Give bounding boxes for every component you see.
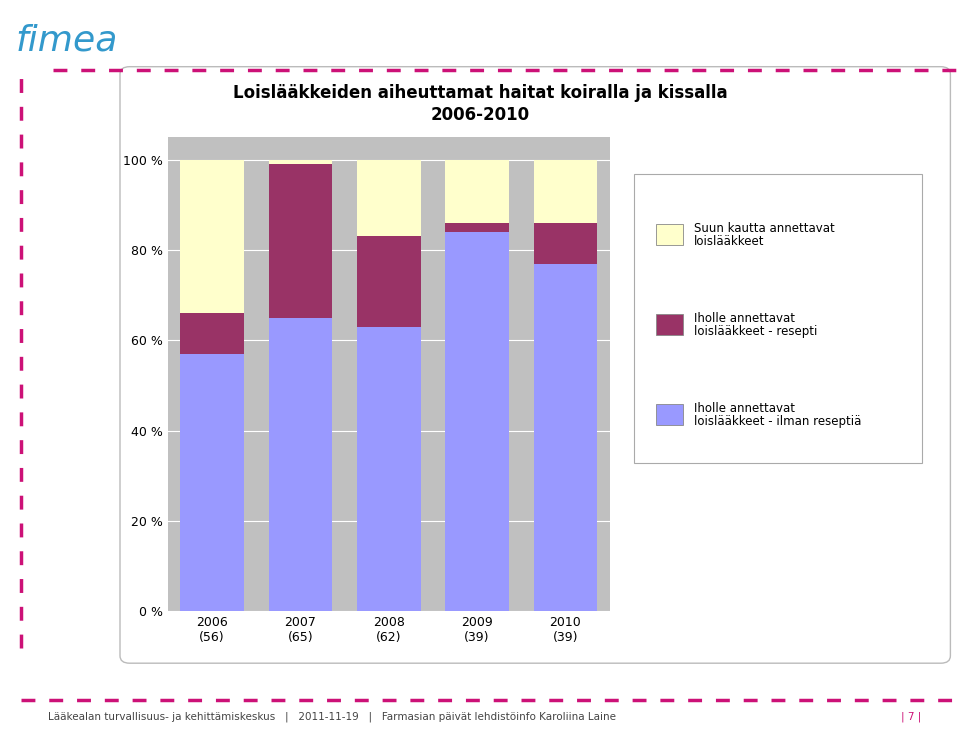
Text: | 7 |: | 7 | xyxy=(901,711,922,722)
Text: loislääkkeet - resepti: loislääkkeet - resepti xyxy=(694,325,818,338)
Text: Lääkealan turvallisuus- ja kehittämiskeskus   |   2011-11-19   |   Farmasian päi: Lääkealan turvallisuus- ja kehittämiskes… xyxy=(48,711,616,722)
Bar xyxy=(445,159,509,223)
Bar xyxy=(269,165,332,318)
Bar xyxy=(269,318,332,611)
Text: Suun kautta annettavat: Suun kautta annettavat xyxy=(694,222,835,235)
Text: Iholle annettavat: Iholle annettavat xyxy=(694,312,795,325)
Bar xyxy=(445,223,509,232)
Bar xyxy=(534,223,597,264)
Text: fimea: fimea xyxy=(16,24,118,58)
Bar xyxy=(445,232,509,611)
Bar xyxy=(534,159,597,223)
Bar xyxy=(357,159,420,236)
Text: Loislääkkeiden aiheuttamat haitat koiralla ja kissalla: Loislääkkeiden aiheuttamat haitat koiral… xyxy=(232,84,728,102)
Bar xyxy=(269,159,332,165)
Bar xyxy=(180,313,244,354)
Bar xyxy=(180,354,244,611)
Bar xyxy=(357,236,420,327)
Text: loislääkkeet - ilman reseptiä: loislääkkeet - ilman reseptiä xyxy=(694,415,861,428)
Text: loislääkkeet: loislääkkeet xyxy=(694,235,764,248)
Text: Iholle annettavat: Iholle annettavat xyxy=(694,402,795,415)
Bar xyxy=(180,159,244,313)
Bar xyxy=(534,264,597,611)
Text: 2006-2010: 2006-2010 xyxy=(430,106,530,124)
Bar xyxy=(357,327,420,611)
